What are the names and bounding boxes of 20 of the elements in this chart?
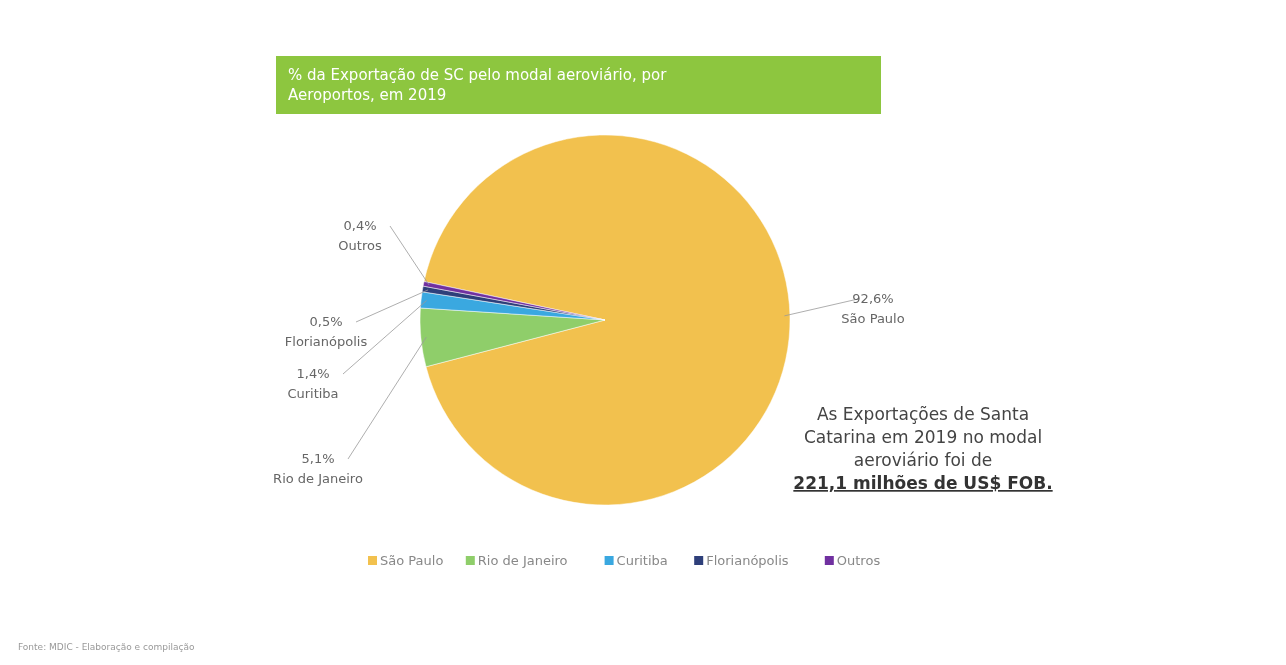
- chart-title: % da Exportação de SC pelo modal aeroviário, por Aeroportos, em 2019: [288, 66, 668, 104]
- legend-label: Rio de Janeiro: [477, 553, 568, 568]
- data-label: 92,6%: [852, 291, 894, 306]
- legend-label: Outros: [836, 553, 881, 568]
- text: 221,1 milhões de US$ FOB.: [793, 473, 1053, 493]
- legend-label: Florianópolis: [706, 553, 789, 568]
- slice-label: Rio de Janeiro: [273, 471, 363, 486]
- slice-label: Outros: [338, 238, 382, 253]
- data-label: 1,4%: [296, 366, 330, 381]
- pie-slice: [423, 135, 791, 506]
- text: As Exportações de Santa Catarina em 2019 no modal aeroviário foi de: [803, 404, 1043, 470]
- legend-label: Curitiba: [616, 553, 668, 568]
- data-label: 0,5%: [309, 314, 343, 329]
- slice-label: Curitiba: [287, 386, 339, 401]
- source-note: Fonte: MDIC - Elaboração e compilação: [18, 642, 195, 652]
- data-label: 5,1%: [301, 451, 335, 466]
- slice-label: São Paulo: [841, 311, 905, 326]
- data-label: 0,4%: [343, 218, 377, 233]
- legend-label: São Paulo: [380, 553, 444, 568]
- slice-label: Florianópolis: [284, 334, 368, 349]
